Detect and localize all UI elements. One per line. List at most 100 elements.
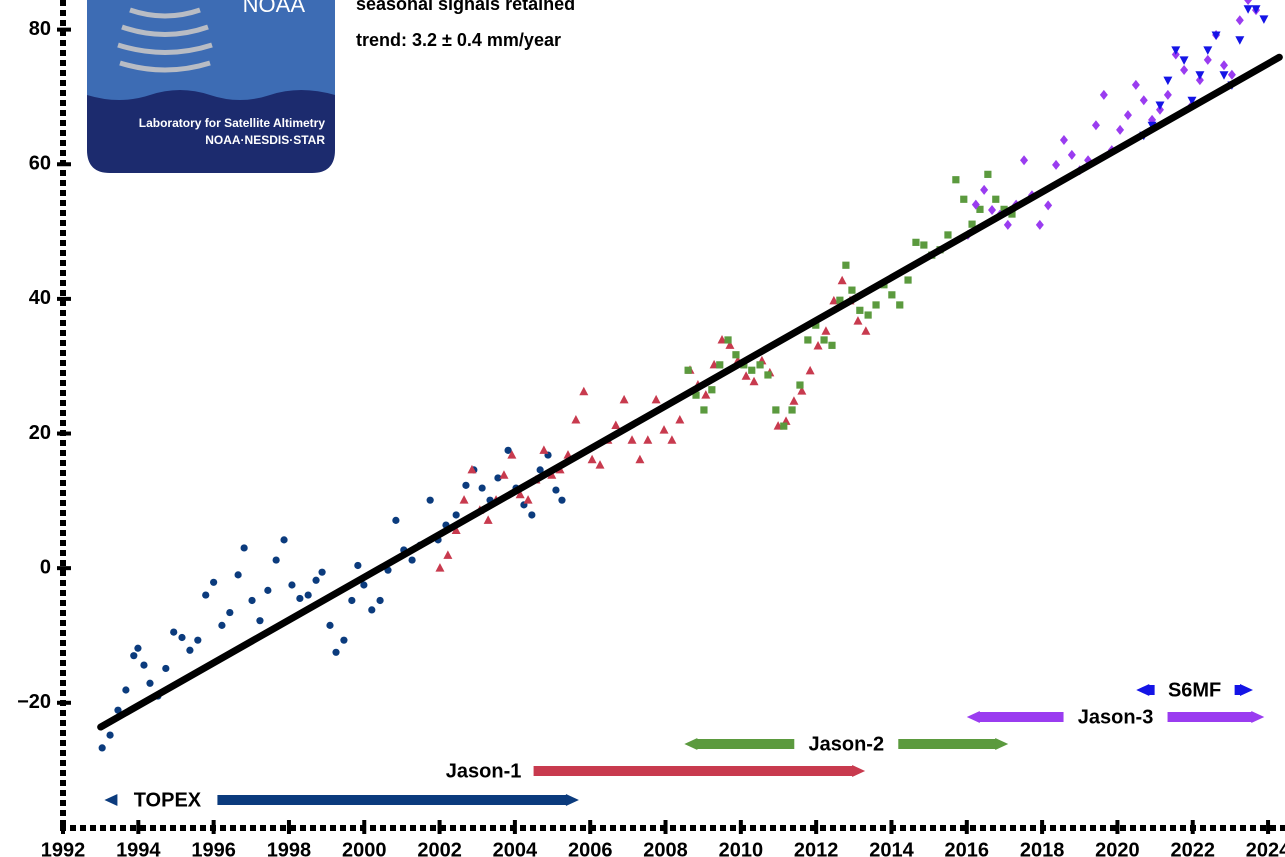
data-point (595, 460, 605, 469)
data-point (326, 621, 334, 629)
data-point (992, 195, 1000, 203)
data-point (178, 633, 186, 642)
mission-arrow (104, 794, 118, 806)
data-point (984, 170, 992, 178)
data-point (494, 474, 502, 482)
data-point (552, 486, 560, 494)
data-point (288, 581, 296, 589)
data-point (1044, 200, 1053, 211)
data-point (904, 276, 912, 284)
data-point (392, 516, 400, 524)
data-point (435, 563, 445, 572)
data-point (872, 301, 880, 309)
mission-label-bg (433, 759, 534, 783)
data-point (264, 586, 272, 594)
data-point (162, 664, 170, 673)
data-point (1052, 159, 1061, 170)
data-point (426, 496, 434, 504)
data-point (354, 561, 362, 570)
data-point (360, 581, 368, 589)
data-point (234, 571, 242, 579)
data-point (856, 306, 864, 314)
y-tick-label: 40 (29, 287, 51, 309)
data-point (106, 731, 114, 739)
data-point (805, 365, 815, 375)
data-point (1203, 54, 1212, 65)
mission-label: S6MF (1168, 679, 1221, 701)
x-tick-label: 2004 (493, 839, 538, 857)
mission-label: Jason-2 (808, 733, 884, 755)
data-point (194, 636, 202, 644)
data-point (944, 231, 952, 239)
mission-arrow (684, 738, 698, 750)
data-point (1139, 95, 1148, 106)
trend-line (97, 53, 1283, 731)
data-point (724, 336, 732, 344)
data-point (134, 644, 142, 652)
data-point (579, 386, 589, 396)
annotation: trend: 3.2 ± 0.4 mm/year (356, 30, 561, 50)
data-point (571, 415, 581, 424)
data-point (1099, 89, 1108, 100)
data-point (304, 591, 312, 599)
data-point (748, 366, 756, 374)
data-point (820, 336, 828, 344)
data-point (797, 386, 807, 395)
x-tick-label: 2002 (417, 839, 462, 857)
data-point (684, 366, 692, 374)
data-point (796, 381, 804, 389)
data-point (1003, 219, 1012, 230)
data-point (587, 454, 597, 464)
x-tick-label: 1996 (191, 839, 236, 857)
data-point (114, 706, 122, 714)
mission-bar (116, 795, 567, 805)
data-point (1067, 149, 1076, 160)
data-point (507, 450, 517, 459)
data-point (478, 484, 486, 492)
data-point (467, 464, 477, 474)
data-point (452, 511, 460, 519)
mission-label-bg (794, 732, 899, 756)
data-point (98, 744, 106, 752)
data-point (692, 391, 700, 399)
data-point (536, 466, 544, 474)
mission-arrow (966, 711, 980, 723)
data-point (725, 340, 735, 349)
data-point (643, 435, 653, 444)
x-tick-label: 2022 (1170, 839, 1215, 857)
data-point (280, 536, 288, 544)
mission (684, 732, 1009, 756)
data-point (248, 596, 256, 605)
data-point (376, 596, 384, 605)
mission-arrow (1239, 684, 1253, 696)
data-point (340, 636, 348, 644)
data-point (462, 481, 470, 489)
y-tick-label: 0 (40, 556, 51, 578)
data-point (842, 261, 850, 269)
data-point (1180, 65, 1189, 76)
data-point (864, 311, 872, 319)
data-point (504, 446, 512, 454)
data-point (528, 511, 536, 519)
data-point (1035, 219, 1044, 230)
data-point (888, 291, 896, 299)
logo: NOAA Laboratory for Satellite Altimetry … (87, 0, 335, 173)
data-point (348, 596, 356, 605)
data-point (716, 361, 724, 369)
x-tick-label: 2010 (719, 839, 764, 857)
data-point (451, 525, 461, 534)
data-point (332, 648, 340, 656)
data-point (1123, 110, 1132, 121)
data-point (1203, 46, 1213, 55)
logo-org: NOAA·NESDIS·STAR (205, 133, 325, 147)
data-point (1219, 71, 1229, 80)
x-tick-label: 2018 (1020, 839, 1065, 857)
mission-label: Jason-1 (446, 760, 522, 782)
data-point (952, 176, 960, 184)
mission (433, 759, 866, 783)
mission-label-bg (117, 788, 218, 812)
x-tick-label: 2008 (643, 839, 688, 857)
data-point (210, 578, 218, 586)
mission (1136, 678, 1253, 702)
data-point (1235, 15, 1244, 26)
